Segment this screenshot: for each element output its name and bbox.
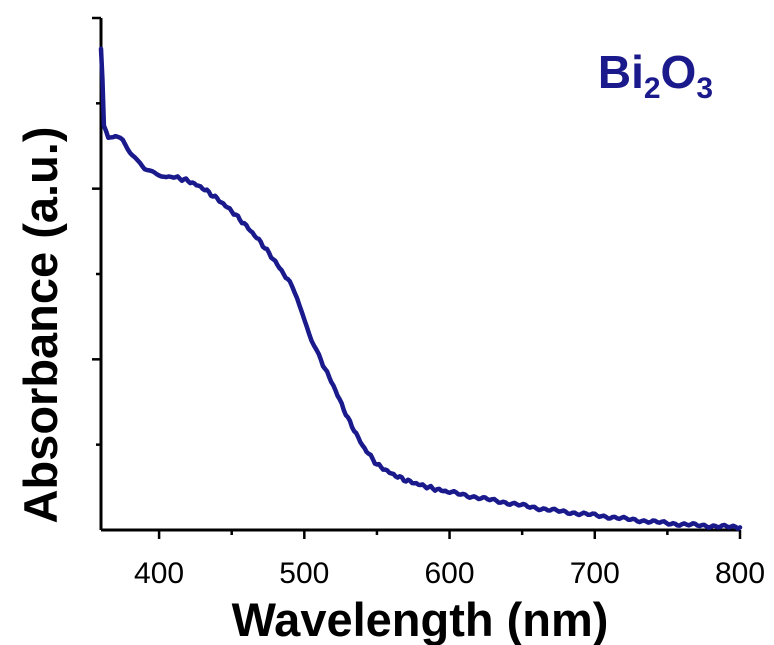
axis-ticks: 400 500 600 700 800 — [92, 16, 765, 590]
x-tick-label: 800 — [715, 557, 765, 590]
annotation-o: O — [661, 46, 697, 98]
x-tick-label: 700 — [570, 557, 620, 590]
series-layer — [98, 46, 743, 531]
series-annotation: Bi2O3 — [598, 46, 713, 105]
x-tick-label: 400 — [134, 557, 184, 590]
x-tick-label: 600 — [425, 557, 475, 590]
x-tick-label: 500 — [279, 557, 329, 590]
y-axis-title: Absorbance (a.u.) — [14, 127, 67, 524]
annotation-sub-3: 3 — [696, 72, 713, 105]
series-line-0 — [98, 46, 743, 531]
x-axis-title: Wavelength (nm) — [232, 593, 609, 645]
axis-labels: Wavelength (nm) Absorbance (a.u.) — [14, 127, 608, 645]
annotation-sub-2: 2 — [644, 72, 661, 105]
annotation-bi: Bi — [598, 46, 644, 98]
